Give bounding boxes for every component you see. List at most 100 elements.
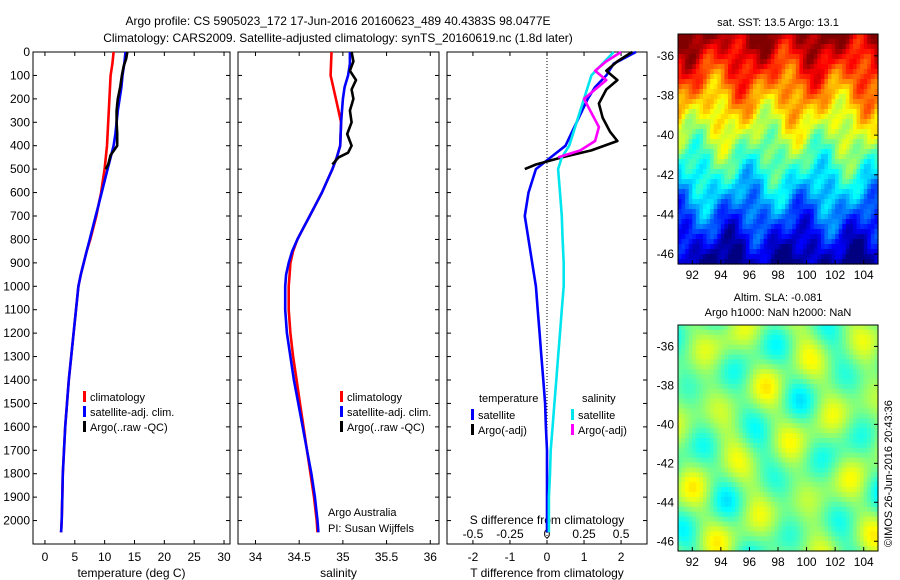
map-cell [745,398,751,405]
map-cell [699,179,704,185]
map-cell [735,239,740,245]
map-cell [799,433,804,439]
map-cell [731,477,736,483]
map-cell [838,472,843,478]
map-cell [813,413,818,419]
map-cell [710,169,715,175]
map-cell [706,334,711,341]
map-cell [853,114,858,120]
map-cell [778,174,783,180]
map-cell [817,379,822,385]
map-cell [688,413,693,419]
map-cell [760,423,765,429]
map-cell [799,496,804,503]
map-cell [728,428,733,434]
map-cell [753,413,758,419]
map-cell [685,94,690,100]
map-cell [849,254,854,260]
map-cell [753,472,758,478]
map-cell [695,129,701,135]
legend-label: satellite-adj. clim. [347,407,431,419]
map-cell [738,388,743,395]
map-cell [824,199,829,205]
map-cell [703,254,708,260]
map-cell [735,472,740,478]
map-cell [735,349,740,356]
map-cell [835,34,840,40]
map-cell [699,149,704,155]
map-cell [792,44,797,50]
map-cell [685,159,690,165]
map-cell [767,388,772,395]
map-cell [856,159,861,165]
map-cell [792,69,797,75]
map-cell [703,492,708,498]
map-cell [853,59,858,65]
map-cell [756,354,761,360]
map-cell [810,234,815,240]
map-cell [806,354,811,360]
map-cell [842,344,847,351]
map-cell [842,339,847,346]
map-cell [735,496,740,503]
map-cell [792,344,797,351]
map-cell [806,64,811,70]
map-cell [792,418,797,424]
map-cell [820,154,826,160]
map-cell [749,496,754,503]
map-cell [810,364,815,370]
map-cell [792,339,797,346]
map-cell [763,467,768,473]
map-cell [820,164,826,170]
map-cell [699,339,704,346]
map-cell [770,457,776,464]
map-cell [853,139,858,145]
map-cell [853,74,858,80]
map-cell [756,199,761,205]
map-cell [745,408,751,415]
map-cell [767,89,772,95]
map-cell [745,34,751,40]
map-cell [760,438,765,444]
map-cell [788,339,793,346]
map-cell [813,433,818,439]
map-cell [799,199,804,205]
map-cell [692,54,697,60]
map-cell [678,501,683,508]
map-cell [760,49,765,55]
map-cell [842,329,847,336]
map-cell [806,49,811,55]
map-cell [792,189,797,195]
map-cell [756,457,761,464]
map-cell [703,501,708,508]
map-cell [803,214,808,220]
map-cell [856,438,861,444]
map-cell [703,325,708,331]
map-cell [838,413,843,419]
map-cell [756,259,761,265]
map-cell [678,119,683,125]
map-cell [724,354,729,360]
map-cell [863,452,868,459]
map-cell [756,169,761,175]
map-cell [692,119,697,125]
map-cell [742,89,747,95]
map-cell [792,184,797,190]
map-cell [795,64,801,70]
map-cell [695,383,701,390]
map-cell [781,334,786,341]
map-cell [874,79,879,85]
map-cell [767,199,772,205]
map-cell [731,159,736,165]
map-cell [724,229,729,235]
map-cell [738,99,743,105]
map-cell [770,379,776,385]
map-cell [710,482,715,488]
map-cell [867,482,872,488]
map-cell [706,457,711,464]
map-cell [845,99,851,105]
map-cell [774,428,779,434]
map-cell [835,159,840,165]
map-cell [817,219,822,225]
map-cell [806,339,811,346]
